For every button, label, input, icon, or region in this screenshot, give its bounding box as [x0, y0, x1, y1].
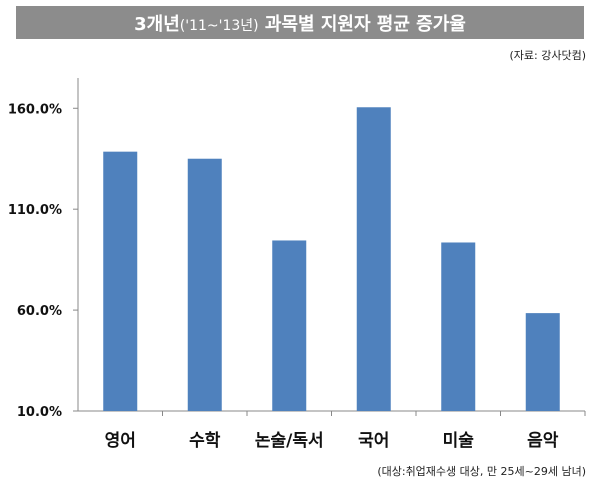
bar-5: [441, 242, 476, 411]
category-label: 수학: [189, 431, 221, 451]
category-label: 미술: [443, 431, 475, 451]
bar-4: [356, 107, 391, 411]
title-period: ('11~'13년): [179, 17, 259, 34]
source-note: (자료: 강사닷컴): [509, 49, 586, 62]
y-tick-label: 160.0%: [8, 102, 62, 117]
bar-6: [525, 313, 560, 411]
chart-title-bar: 3개년('11~'13년) 과목별 지원자 평균 증가율: [16, 6, 584, 39]
footer-note: (대상:취업재수생 대상, 만 25세~29세 남녀): [377, 465, 586, 478]
category-label: 음악: [527, 431, 559, 451]
y-tick-label: 60.0%: [17, 304, 62, 319]
bar-3: [272, 240, 307, 411]
y-tick-label: 110.0%: [8, 203, 62, 218]
category-label: 영어: [105, 431, 136, 451]
bar-2: [187, 158, 222, 411]
category-label: 논술/독서: [255, 431, 324, 451]
bar-1: [103, 151, 138, 411]
title-prefix: 3개년: [134, 13, 180, 35]
title-suffix: 과목별 지원자 평균 증가율: [258, 13, 466, 35]
category-label: 국어: [358, 431, 389, 451]
y-tick-label: 10.0%: [17, 405, 62, 420]
chart-title: 3개년('11~'13년) 과목별 지원자 평균 증가율: [134, 10, 466, 36]
